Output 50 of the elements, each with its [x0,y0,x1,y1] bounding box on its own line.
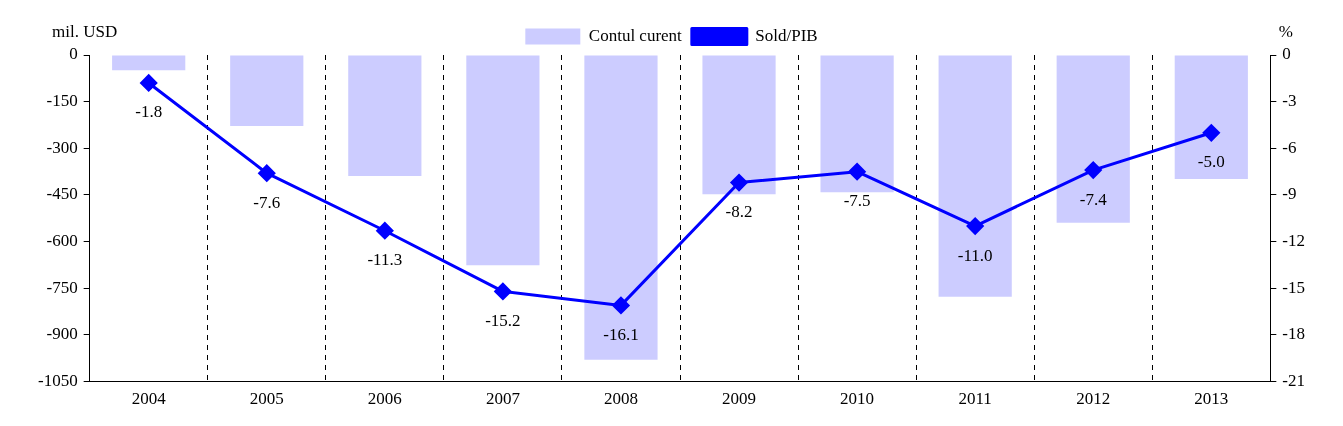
y2-tick-label: 0 [1282,44,1291,64]
y2-tick-label: -15 [1282,277,1306,297]
legend-label: Sold/PIB [755,25,818,45]
y-tick-label: -450 [46,184,78,204]
data-label: -1.8 [135,102,163,122]
x-tick-label: 2008 [603,389,638,409]
y2-tick-label: -12 [1282,231,1306,251]
point [612,296,630,314]
y-tick-label: -1050 [37,371,78,391]
point [258,164,276,182]
x-tick-label: 2013 [1194,389,1229,409]
y-tick-label: -600 [46,231,78,251]
point [494,282,512,300]
y-axis-title: mil. USD [52,22,118,42]
point [730,174,748,192]
y2-tick-label: -3 [1282,91,1297,111]
y-tick-label: 0 [69,44,78,64]
data-label: -7.6 [253,192,281,212]
data-label: -11.3 [367,250,403,270]
y2-tick-label: -21 [1282,371,1306,391]
y2-tick-label: -9 [1282,184,1297,204]
x-tick-label: 2005 [249,389,284,409]
point [848,163,866,181]
data-label: -15.2 [485,310,521,330]
y2-axis-title: % [1278,22,1293,42]
data-label: -16.1 [603,324,639,344]
x-tick-label: 2009 [722,389,757,409]
legend-label: Contul curent [588,25,683,45]
y-tick-label: -300 [46,137,78,157]
y2-tick-label: -6 [1282,137,1297,157]
y-tick-label: -750 [46,277,78,297]
x-tick-label: 2012 [1076,389,1111,409]
x-tick-label: 2004 [131,389,167,409]
y2-tick-label: -18 [1282,324,1306,344]
x-tick-label: 2011 [958,389,992,409]
x-tick-label: 2007 [485,389,521,409]
y-tick-label: -900 [46,324,78,344]
point [966,217,984,235]
point [376,222,394,240]
point [1084,161,1102,179]
x-tick-label: 2006 [367,389,402,409]
point [140,74,158,92]
data-label: -5.0 [1197,152,1225,172]
data-label: -11.0 [957,245,993,265]
data-label: -7.4 [1079,189,1108,209]
y-tick-label: -150 [46,91,78,111]
data-label: -7.5 [843,191,871,211]
data-label: -8.2 [725,202,753,221]
point [1202,124,1220,142]
x-tick-label: 2010 [840,389,875,409]
